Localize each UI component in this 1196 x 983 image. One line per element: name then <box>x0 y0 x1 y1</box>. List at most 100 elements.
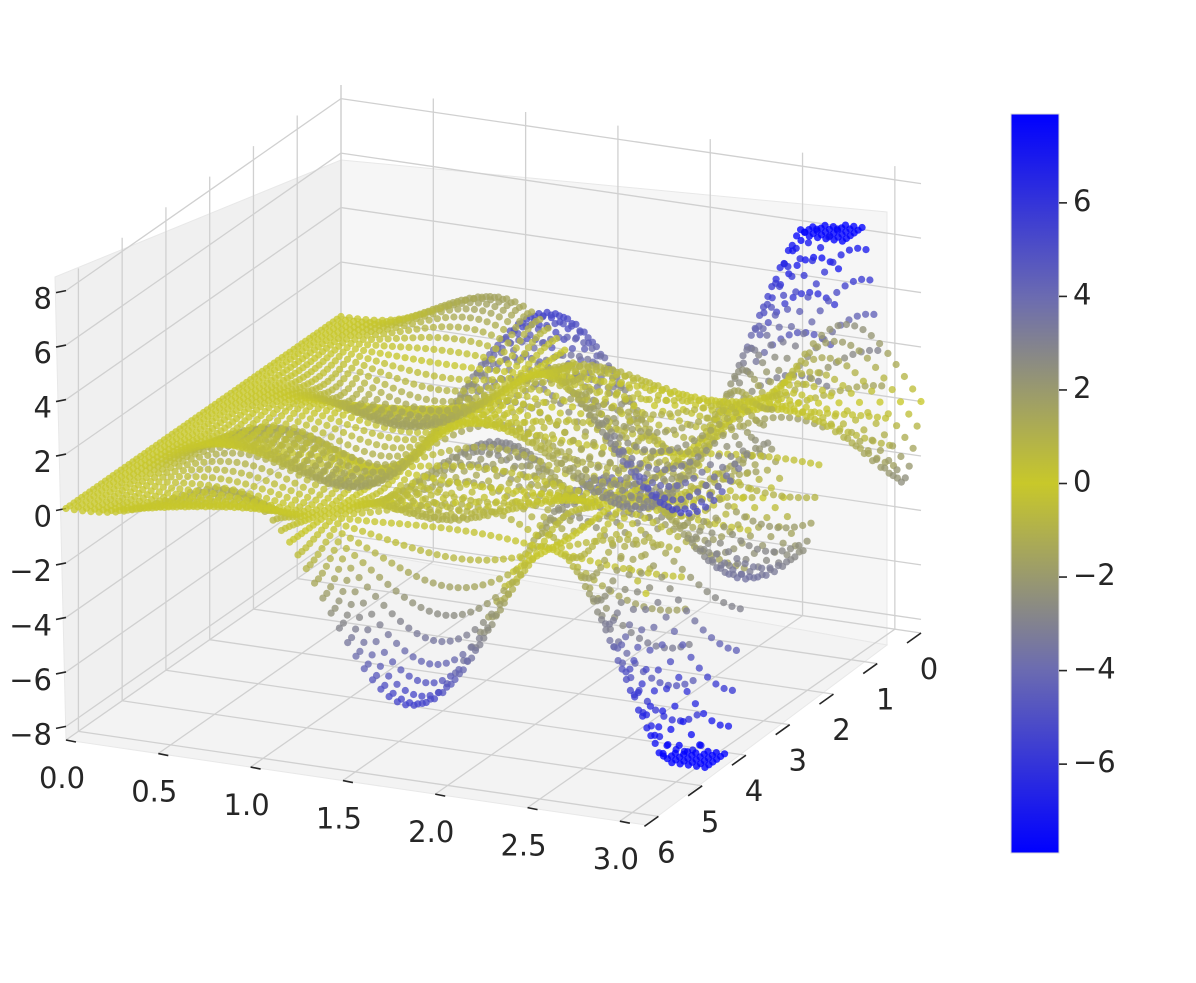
data-point <box>512 566 520 574</box>
data-point <box>677 509 685 517</box>
data-point <box>483 498 491 506</box>
data-point <box>826 354 834 362</box>
data-point <box>499 555 507 563</box>
data-point <box>602 494 611 502</box>
data-point <box>707 426 715 434</box>
data-point <box>471 482 479 490</box>
data-point <box>759 359 767 367</box>
data-point <box>487 331 495 339</box>
data-point <box>646 379 654 387</box>
data-point <box>376 662 384 670</box>
data-point <box>164 489 172 497</box>
data-point <box>159 483 167 491</box>
data-point <box>446 583 454 591</box>
data-point <box>302 421 310 429</box>
data-point <box>800 330 808 338</box>
data-point <box>739 352 747 360</box>
data-point <box>653 428 661 437</box>
data-point <box>630 657 638 665</box>
data-point <box>413 471 421 479</box>
x-tick-label: 2.0 <box>408 815 454 849</box>
data-point <box>409 497 417 505</box>
data-point <box>712 749 720 757</box>
data-point <box>463 657 471 665</box>
data-point <box>649 562 658 570</box>
data-point <box>514 330 522 338</box>
data-point <box>806 394 814 402</box>
data-point <box>413 344 421 352</box>
data-point <box>721 559 729 567</box>
data-point <box>402 451 410 459</box>
data-point <box>343 421 351 429</box>
data-point <box>517 356 525 364</box>
data-point <box>807 375 816 383</box>
data-point <box>674 444 682 452</box>
data-point <box>666 658 675 666</box>
data-point <box>451 387 459 395</box>
data-point <box>687 397 695 405</box>
data-point <box>614 657 622 665</box>
data-point <box>581 583 590 591</box>
data-point <box>684 448 692 456</box>
data-point <box>608 539 617 548</box>
data-point <box>550 497 558 505</box>
data-point <box>427 419 435 427</box>
data-point <box>544 506 552 514</box>
data-point <box>761 415 769 423</box>
data-point <box>893 422 901 430</box>
data-point <box>756 331 764 339</box>
data-point <box>738 494 747 502</box>
data-point <box>884 349 892 357</box>
data-point <box>696 412 704 420</box>
data-point <box>306 561 314 569</box>
data-point <box>540 398 548 406</box>
data-point <box>327 433 335 441</box>
data-point <box>642 605 650 614</box>
data-point <box>389 658 397 666</box>
data-point <box>870 310 878 318</box>
grid-line-x-floor <box>157 560 434 755</box>
data-point <box>396 617 405 626</box>
data-point <box>347 414 355 422</box>
data-point <box>279 483 287 491</box>
data-point <box>751 346 759 354</box>
data-point <box>413 630 421 638</box>
data-point <box>499 306 507 314</box>
data-point <box>278 425 286 434</box>
data-point <box>234 494 242 502</box>
data-point <box>569 437 577 445</box>
data-point <box>380 648 388 657</box>
data-point <box>400 541 408 549</box>
data-point <box>782 524 790 532</box>
data-point <box>553 447 561 455</box>
data-point <box>797 290 806 298</box>
data-point <box>409 599 417 607</box>
data-point <box>200 458 208 466</box>
data-point <box>377 468 385 476</box>
data-point <box>541 477 549 486</box>
data-point <box>476 365 484 373</box>
data-point <box>471 626 479 634</box>
data-point <box>760 348 769 357</box>
data-point <box>644 569 652 577</box>
data-point <box>404 469 412 477</box>
data-point <box>422 370 430 378</box>
data-point <box>588 542 597 551</box>
data-point <box>540 513 548 521</box>
data-point <box>880 431 889 439</box>
data-point <box>372 357 380 365</box>
data-point <box>438 638 446 646</box>
data-point <box>702 503 710 511</box>
grid-line-z-back <box>340 261 922 348</box>
data-point <box>654 598 662 607</box>
data-point <box>229 467 237 475</box>
data-point <box>539 378 547 386</box>
data-point <box>764 439 772 447</box>
data-point <box>401 436 409 444</box>
data-point <box>780 291 788 299</box>
grid-line-y-floor <box>253 608 834 695</box>
data-point <box>802 380 810 388</box>
data-point <box>578 494 587 502</box>
x-tick-label: 0.5 <box>131 775 177 809</box>
data-point <box>794 380 802 388</box>
